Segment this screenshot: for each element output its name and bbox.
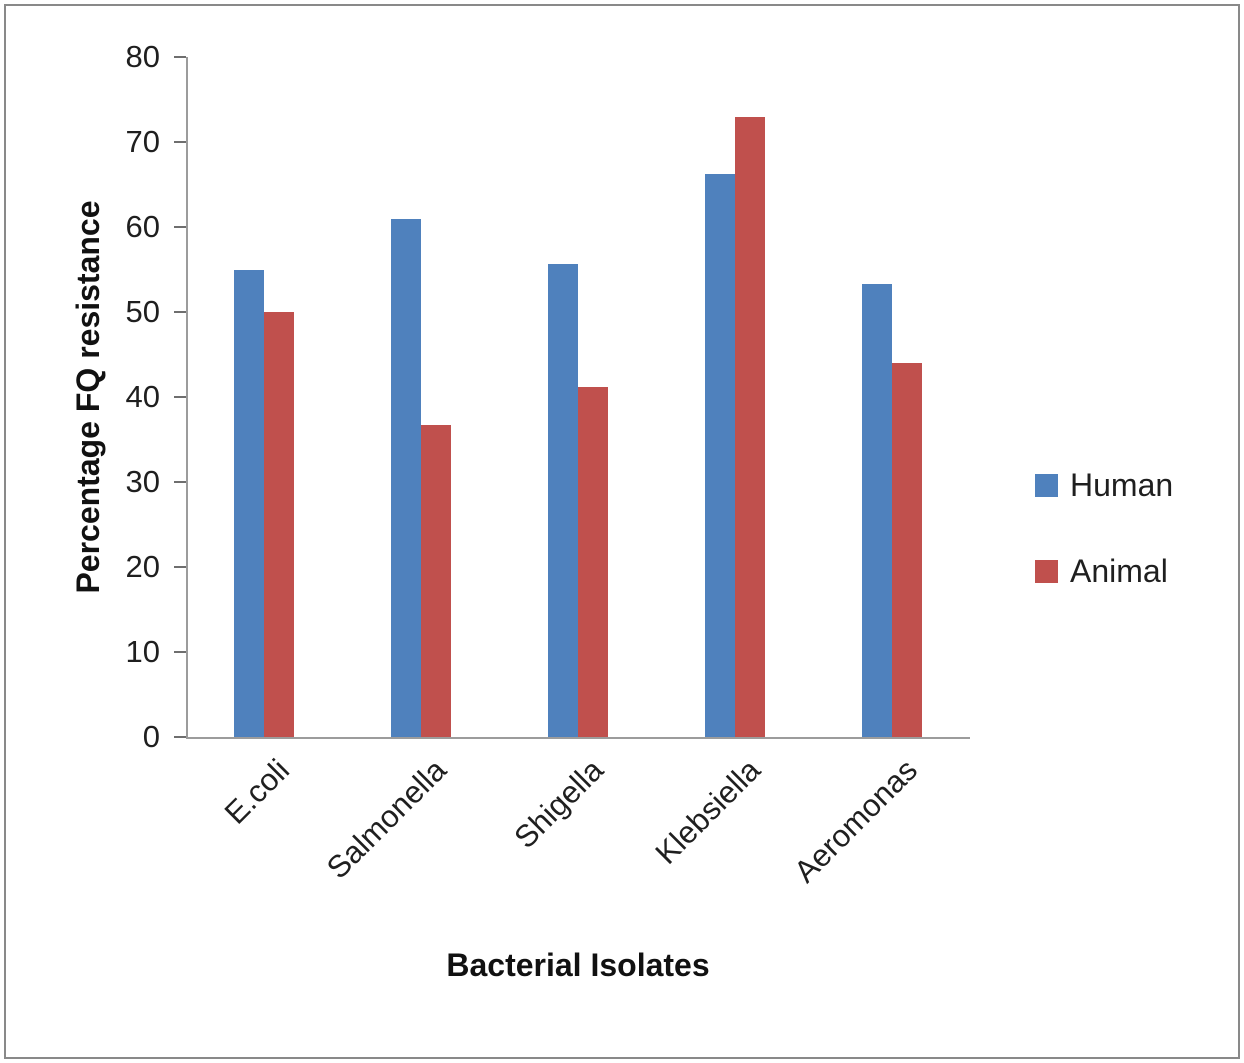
y-tick-label: 30: [125, 464, 160, 499]
legend-label-human: Human: [1070, 467, 1174, 503]
y-tick-mark: [174, 651, 186, 653]
y-axis-title: Percentage FQ resistance: [70, 200, 106, 594]
x-tick-label: Shigella: [507, 752, 611, 856]
y-tick-mark: [174, 226, 186, 228]
y-tick-mark: [174, 311, 186, 313]
x-tick-label: Klebsiella: [648, 752, 767, 871]
legend-swatch-human: [1035, 473, 1058, 497]
legend-entry-human: Human: [1035, 468, 1173, 502]
bar-human-ecoli: [234, 269, 265, 737]
legend-entry-animal: Animal: [1035, 554, 1173, 588]
legend-swatch-animal: [1035, 559, 1058, 583]
y-tick-label: 10: [125, 634, 160, 669]
bar-animal-salmonella: [421, 425, 452, 737]
bar-human-aeromonas: [861, 283, 892, 737]
bar-human-salmonella: [391, 218, 422, 737]
x-tick-label: Salmonella: [320, 752, 454, 886]
y-tick-label: 60: [125, 209, 160, 244]
y-tick-mark: [174, 396, 186, 398]
legend-label-animal: Animal: [1070, 553, 1168, 589]
y-tick-label: 70: [125, 124, 160, 159]
y-tick-label: 20: [125, 549, 160, 584]
bar-animal-shigella: [578, 386, 608, 737]
bar-animal-klebsiella: [734, 116, 765, 737]
y-tick-mark: [174, 736, 186, 738]
x-axis-line: [186, 737, 970, 739]
y-tick-mark: [174, 566, 186, 568]
y-tick-label: 40: [125, 379, 160, 414]
y-tick-label: 80: [125, 39, 160, 74]
y-tick-mark: [174, 56, 186, 58]
y-axis-line: [186, 57, 188, 739]
y-tick-label: 0: [142, 719, 160, 754]
bar-human-klebsiella: [704, 174, 735, 737]
bar-animal-ecoli: [264, 312, 295, 737]
legend: Human Animal: [1035, 468, 1173, 640]
x-tick-label: Aeromonas: [786, 752, 924, 890]
y-tick-mark: [174, 481, 186, 483]
y-tick-mark: [174, 141, 186, 143]
y-tick-label: 50: [125, 294, 160, 329]
bar-human-shigella: [548, 264, 578, 737]
x-axis-title: Bacterial Isolates: [446, 947, 710, 983]
bar-animal-aeromonas: [891, 363, 922, 737]
